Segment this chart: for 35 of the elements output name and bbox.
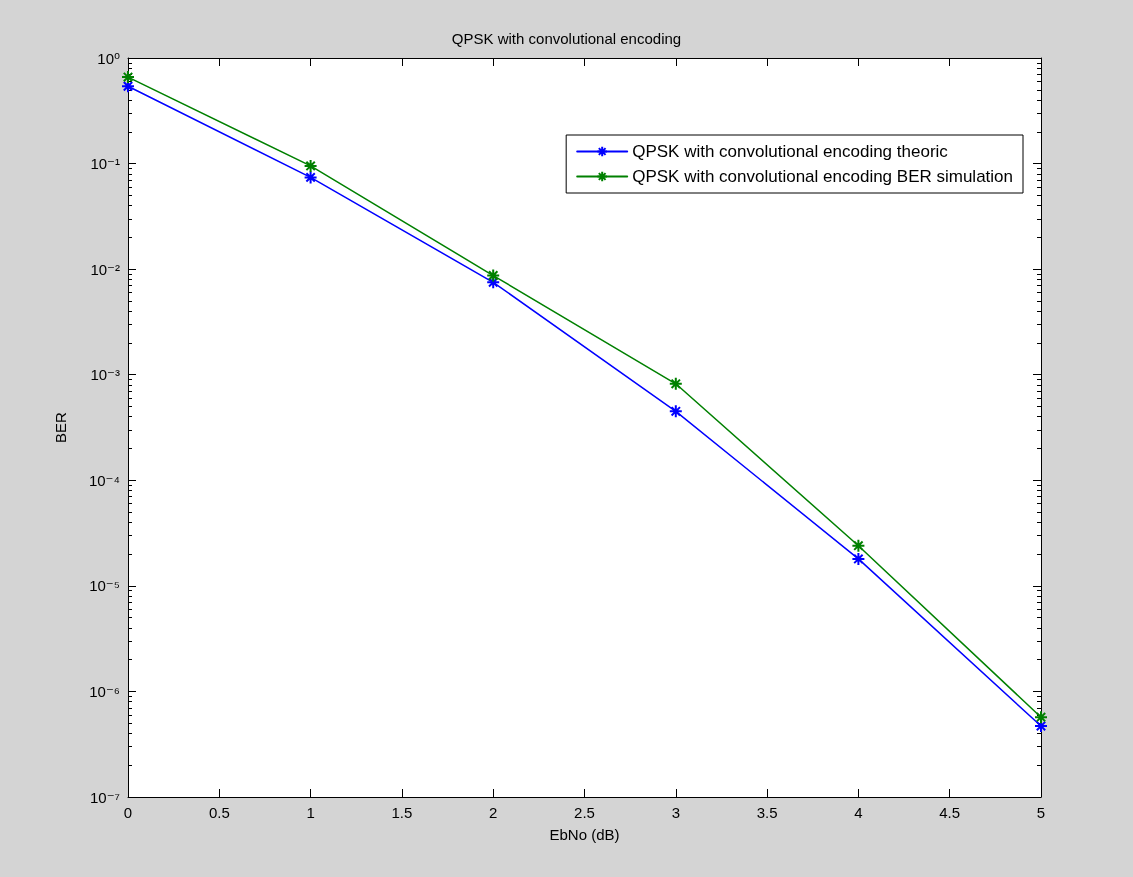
y-tick-label: 10⁻⁶ xyxy=(89,682,120,700)
y-tick-label: 10⁻⁴ xyxy=(88,471,120,489)
point xyxy=(303,158,318,173)
x-tick-label: 3.5 xyxy=(756,804,778,821)
y-tick-label: 10⁰ xyxy=(97,49,120,67)
x-tick-label: 2.5 xyxy=(574,804,595,821)
x-tick-label: 1 xyxy=(306,804,315,821)
y-tick-label: 10⁻⁵ xyxy=(89,577,120,595)
point xyxy=(121,79,135,94)
x-tick-label: 1.5 xyxy=(391,804,413,821)
point xyxy=(121,70,135,85)
x-tick-label: 0 xyxy=(123,804,133,821)
legend-label: QPSK with convolutional encoding theoric xyxy=(632,142,949,161)
point xyxy=(668,376,683,391)
legend-label: QPSK with convolutional encoding BER simulation xyxy=(632,167,1014,186)
point xyxy=(486,268,501,283)
x-axis-title: EbNo (dB) xyxy=(549,826,620,843)
x-tick-label: 2 xyxy=(489,804,498,821)
point xyxy=(851,538,866,553)
y-tick-label: 10⁻² xyxy=(90,260,120,278)
x-tick-label: 3 xyxy=(671,804,680,821)
point xyxy=(1034,719,1048,734)
chart-title: QPSK with convolutional encoding xyxy=(451,30,682,47)
point xyxy=(303,170,318,185)
y-tick-label: 10⁻⁷ xyxy=(89,788,120,806)
x-tick-label: 5 xyxy=(1036,804,1046,821)
y-tick-label: 10⁻³ xyxy=(90,366,120,384)
y-axis-title: BER xyxy=(52,411,69,443)
x-tick-label: 4 xyxy=(854,804,863,821)
point xyxy=(851,551,866,566)
point xyxy=(1034,710,1048,725)
x-tick-label: 4.5 xyxy=(939,804,961,821)
x-tick-label: 0.5 xyxy=(208,804,230,821)
point xyxy=(668,404,683,419)
y-tick-label: 10⁻¹ xyxy=(90,155,120,173)
